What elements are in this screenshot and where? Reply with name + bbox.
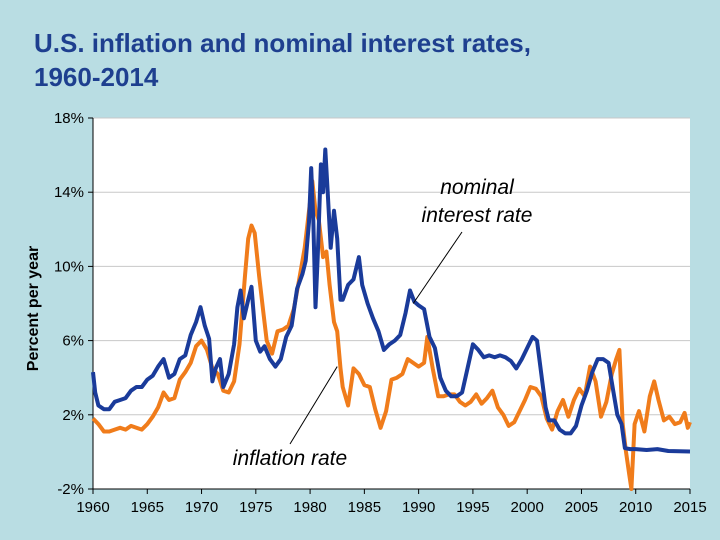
x-tick-label: 1965 — [131, 499, 164, 516]
x-tick-label: 2005 — [565, 499, 598, 516]
gridlines — [93, 117, 690, 416]
tick-labels: -2% 2% 6% 10% 14% 18% 1960 1965 1970 1975 1980 1985… — [54, 110, 707, 516]
x-tick-label: 1975 — [239, 499, 272, 516]
inflation-annotation-label: inflation rate — [233, 447, 347, 470]
annotations: nominal interest rate inflation rate — [233, 176, 533, 470]
y-tick-label: 18% — [54, 110, 84, 127]
y-axis-title: Percent per year — [25, 246, 42, 371]
y-tick-label: 6% — [62, 333, 84, 350]
y-tick-label: 14% — [54, 184, 84, 201]
x-tick-label: 1995 — [456, 499, 489, 516]
x-tick-label: 2010 — [619, 499, 652, 516]
y-tick-label: 2% — [62, 407, 84, 424]
inflation-rate-line — [91, 179, 692, 491]
x-tick-label: 2015 — [673, 499, 706, 516]
x-tick-label: 1985 — [348, 499, 381, 516]
axes — [88, 117, 691, 494]
nominal-annotation-leader — [412, 231, 463, 304]
slide-title-line1: U.S. inflation and nominal interest rate… — [34, 28, 531, 58]
y-tick-label: -2% — [57, 481, 84, 498]
nominal-annotation-line2: interest rate — [422, 204, 533, 227]
inflation-annotation-leader — [289, 366, 338, 445]
x-tick-label: 2000 — [510, 499, 543, 516]
nominal-rate-line — [91, 147, 691, 454]
x-tick-label: 1990 — [402, 499, 435, 516]
x-tick-label: 1970 — [185, 499, 218, 516]
series-lines — [91, 147, 692, 491]
slide-title-line2: 1960-2014 — [34, 62, 159, 92]
y-tick-label: 10% — [54, 258, 84, 275]
plot-area — [93, 118, 690, 489]
x-tick-label: 1960 — [76, 499, 109, 516]
slide-title: U.S. inflation and nominal interest rate… — [34, 26, 531, 94]
x-tick-label: 1980 — [293, 499, 326, 516]
nominal-annotation-line1: nominal — [440, 176, 515, 199]
